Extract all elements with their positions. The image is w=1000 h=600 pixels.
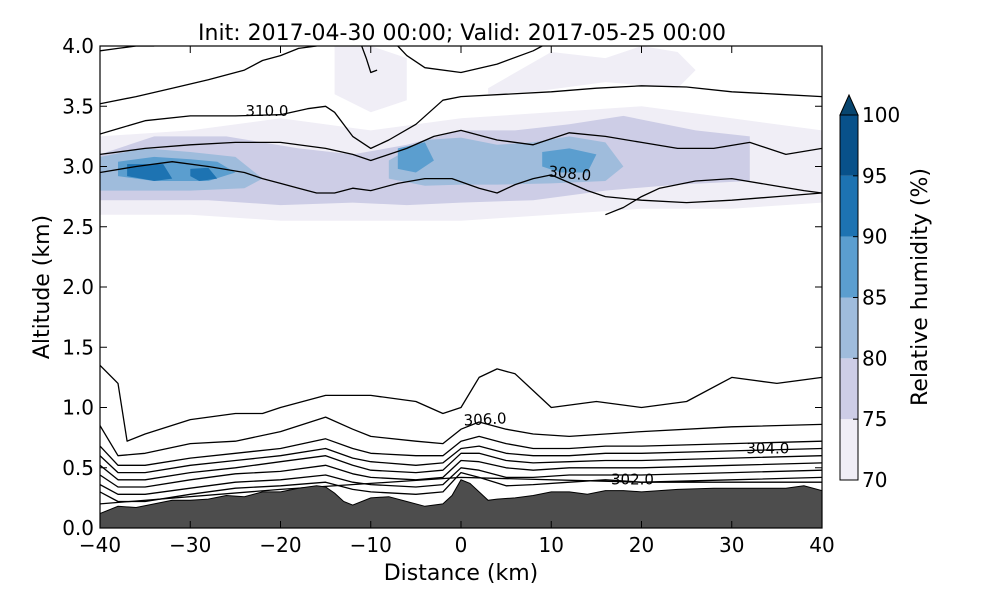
theta-contour-label: 304.0 [746,439,789,457]
colorbar-tick-label: 100 [862,103,900,127]
terrain [100,479,822,528]
x-tick-label: −10 [350,533,392,557]
colorbar-tick-label: 75 [862,407,887,431]
y-tick-label: 2.0 [62,275,94,299]
x-tick-label: 10 [539,533,564,557]
colorbar-band [840,115,858,176]
rh-region-70 [334,46,407,113]
colorbar: 70 75 80 85 90 95 100 [839,93,900,492]
theta-contour-line [100,129,822,162]
theta-contour-line [397,46,543,74]
theta-contour-line [100,435,822,466]
theta-contour-line [361,46,378,74]
theta-contour-line [100,467,822,495]
colorbar-tick-label: 85 [862,286,887,310]
rh-region-70 [488,46,696,95]
theta-contour-line [100,85,822,150]
y-tick-label: 1.0 [62,396,94,420]
y-tick-label: 3.0 [62,155,94,179]
theta-contour-line [100,452,822,481]
x-tick-label: −20 [259,533,301,557]
colorbar-band [840,419,858,480]
theta-contour-label: 308.0 [548,162,593,184]
x-tick-label: −40 [79,533,121,557]
x-axis-label: Distance (km) [384,561,539,586]
colorbar-band [840,358,858,420]
terrain-fill [100,479,822,528]
y-tick-label: 0.0 [62,516,94,540]
y-tick-label: 3.5 [62,94,94,118]
theta-contour-lines [100,46,822,505]
theta-contour-line [100,364,822,442]
x-tick-label: 0 [455,533,468,557]
rh-region-80 [388,136,624,186]
theta-contour-line [100,445,822,474]
colorbar-band [840,236,858,298]
theta-contour-line [100,46,317,105]
rh-filled-contours [100,46,822,221]
colorbar-tick-label: 95 [862,164,887,188]
y-axis-label: Altitude (km) [30,215,55,359]
rh-region-85 [542,148,597,173]
rh-region-90 [127,164,173,181]
rh-region-85 [397,142,434,173]
theta-contour-labels: 310.0 308.0 306.0 304.0 302.0 [245,102,789,489]
colorbar-tick-label: 80 [862,346,887,370]
theta-contour-line [100,161,822,204]
y-tick-label: 2.5 [62,215,94,239]
y-tick-label: 4.0 [62,34,94,58]
x-tick-label: −30 [169,533,211,557]
plot-area: 310.0 308.0 306.0 304.0 302.0 [100,46,822,528]
colorbar-tick-label: 70 [862,468,887,492]
chart-title: Init: 2017-04-30 00:00; Valid: 2017-05-2… [198,21,726,46]
theta-contour-label: 302.0 [611,471,654,489]
colorbar-band [840,175,858,237]
x-tick-label: 20 [629,533,654,557]
theta-contour-line [100,476,822,505]
colorbar-band [840,297,858,359]
x-tick-label: 40 [809,533,834,557]
theta-contour-line [605,177,822,216]
x-axis: −40 −30 −20 −10 0 10 20 30 40 [79,46,835,557]
y-axis: 0.0 0.5 1.0 1.5 2.0 2.5 3.0 3.5 4.0 [62,34,822,540]
theta-contour-line [100,416,822,457]
theta-contour-label: 306.0 [463,409,507,429]
x-tick-label: 30 [719,533,744,557]
theta-contour-label: 310.0 [245,102,288,120]
y-tick-label: 1.5 [62,335,94,359]
colorbar-tick-label: 90 [862,225,887,249]
theta-contour-line [100,459,822,488]
theta-contour-line [100,471,822,503]
rh-region-90 [190,167,218,181]
colorbar-label: Relative humidity (%) [908,168,933,406]
y-tick-label: 0.5 [62,456,94,480]
theta-contour-line [100,46,155,52]
